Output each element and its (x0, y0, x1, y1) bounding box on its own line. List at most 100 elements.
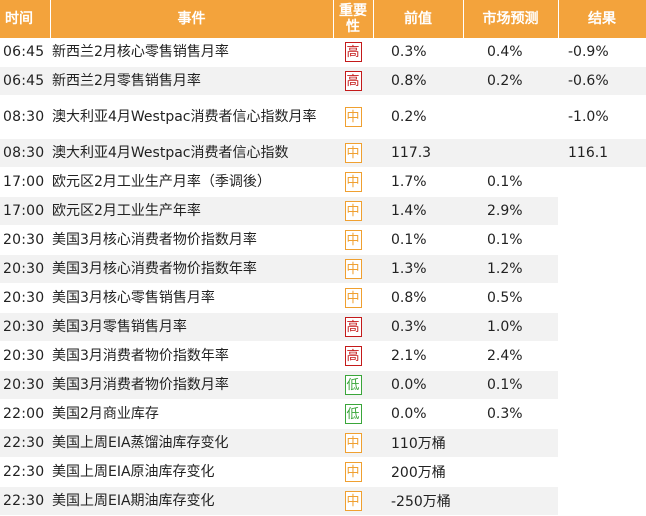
row-time: 06:45 (0, 66, 50, 96)
row-forecast (463, 457, 558, 487)
row-importance: 中 (333, 225, 373, 255)
header-row: 时间 事件 重要性 前值 市场预测 结果 (0, 0, 646, 38)
row-time: 08:30 (0, 95, 50, 139)
row-importance: 低 (333, 399, 373, 429)
row-event: 美国上周EIA原油库存变化 (50, 457, 333, 487)
row-forecast (463, 95, 558, 139)
row-event: 欧元区2月工业生产月率（季调後） (50, 167, 333, 197)
row-importance: 中 (333, 167, 373, 197)
row-importance: 中 (333, 283, 373, 313)
row-forecast (463, 428, 558, 458)
row-result (558, 283, 646, 313)
importance-badge: 高 (344, 317, 362, 337)
row-previous: 200万桶 (373, 457, 463, 487)
row-previous: 117.3 (373, 138, 463, 168)
row-event: 澳大利亚4月Westpac消费者信心指数月率 (50, 95, 333, 139)
row-event: 新西兰2月零售销售月率 (50, 66, 333, 96)
row-time: 22:30 (0, 486, 50, 516)
row-result (558, 428, 646, 458)
table-row: 20:30 美国3月消费者物价指数年率高 2.1% 2.4% (0, 341, 646, 371)
row-event: 欧元区2月工业生产年率 (50, 196, 333, 226)
importance-badge: 低 (344, 375, 362, 395)
importance-badge: 高 (344, 346, 362, 366)
row-importance: 中 (333, 196, 373, 226)
table-row: 17:00 欧元区2月工业生产年率中 1.4% 2.9% (0, 196, 646, 226)
row-forecast: 1.2% (463, 254, 558, 284)
row-importance: 中 (333, 95, 373, 139)
row-event: 澳大利亚4月Westpac消费者信心指数 (50, 138, 333, 168)
table-row: 20:30 美国3月核心消费者物价指数月率中 0.1% 0.1% (0, 225, 646, 255)
importance-badge: 中 (344, 491, 362, 511)
row-result: -0.9% (558, 38, 646, 67)
row-forecast: 0.3% (463, 399, 558, 429)
row-event: 新西兰2月核心零售销售月率 (50, 38, 333, 67)
table-row: 22:00 美国2月商业库存低 0.0% 0.3% (0, 399, 646, 429)
row-time: 20:30 (0, 254, 50, 284)
row-forecast: 0.1% (463, 167, 558, 197)
header-time: 时间 (0, 0, 51, 38)
row-previous: 0.8% (373, 283, 463, 313)
importance-badge: 中 (344, 201, 362, 221)
row-result (558, 399, 646, 429)
row-result (558, 341, 646, 371)
table-row: 08:30 澳大利亚4月Westpac消费者信心指数月率中 0.2% -1.0% (0, 95, 646, 139)
importance-badge: 中 (344, 433, 362, 453)
table-row: 22:30 美国上周EIA原油库存变化中 200万桶 (0, 457, 646, 487)
row-previous: 1.4% (373, 196, 463, 226)
row-result (558, 167, 646, 197)
row-result (558, 225, 646, 255)
table-body: 06:45 新西兰2月核心零售销售月率高 0.3% 0.4% -0.9% 06:45 新西兰… (0, 38, 646, 516)
row-time: 06:45 (0, 38, 50, 67)
row-event: 美国3月核心零售销售月率 (50, 283, 333, 313)
row-previous: -250万桶 (373, 486, 463, 516)
header-importance-label: 重要性 (339, 3, 367, 35)
table-row: 20:30 美国3月零售销售月率高 0.3% 1.0% (0, 312, 646, 342)
row-result (558, 312, 646, 342)
table-row: 22:30 美国上周EIA期油库存变化中 -250万桶 (0, 486, 646, 516)
row-previous: 110万桶 (373, 428, 463, 458)
row-time: 20:30 (0, 312, 50, 342)
importance-badge: 低 (344, 404, 362, 424)
row-forecast: 0.5% (463, 283, 558, 313)
row-event: 美国3月核心消费者物价指数月率 (50, 225, 333, 255)
row-forecast: 0.1% (463, 370, 558, 400)
row-importance: 高 (333, 38, 373, 67)
row-previous: 0.3% (373, 312, 463, 342)
row-time: 22:00 (0, 399, 50, 429)
row-result: -1.0% (558, 95, 646, 139)
row-forecast: 0.1% (463, 225, 558, 255)
importance-badge: 中 (344, 462, 362, 482)
row-result: 116.1 (558, 138, 646, 168)
row-previous: 0.0% (373, 399, 463, 429)
row-time: 22:30 (0, 457, 50, 487)
row-previous: 1.7% (373, 167, 463, 197)
importance-badge: 中 (344, 230, 362, 250)
row-previous: 0.3% (373, 38, 463, 67)
header-forecast: 市场预测 (463, 0, 559, 38)
row-previous: 2.1% (373, 341, 463, 371)
row-importance: 中 (333, 428, 373, 458)
row-time: 20:30 (0, 283, 50, 313)
row-result (558, 457, 646, 487)
importance-badge: 中 (344, 288, 362, 308)
row-importance: 中 (333, 486, 373, 516)
row-forecast: 0.4% (463, 38, 558, 67)
row-previous: 0.1% (373, 225, 463, 255)
row-time: 08:30 (0, 138, 50, 168)
table-row: 20:30 美国3月消费者物价指数月率低 0.0% 0.1% (0, 370, 646, 400)
table-row: 20:30 美国3月核心消费者物价指数年率中 1.3% 1.2% (0, 254, 646, 284)
row-forecast: 1.0% (463, 312, 558, 342)
row-time: 20:30 (0, 341, 50, 371)
row-previous: 0.8% (373, 66, 463, 96)
row-result (558, 196, 646, 226)
table-row: 22:30 美国上周EIA蒸馏油库存变化中 110万桶 (0, 428, 646, 458)
row-previous: 0.0% (373, 370, 463, 400)
row-event: 美国3月消费者物价指数月率 (50, 370, 333, 400)
row-time: 20:30 (0, 225, 50, 255)
row-forecast: 0.2% (463, 66, 558, 96)
row-time: 22:30 (0, 428, 50, 458)
importance-badge: 高 (344, 42, 362, 62)
row-importance: 高 (333, 312, 373, 342)
table-row: 20:30 美国3月核心零售销售月率中 0.8% 0.5% (0, 283, 646, 313)
